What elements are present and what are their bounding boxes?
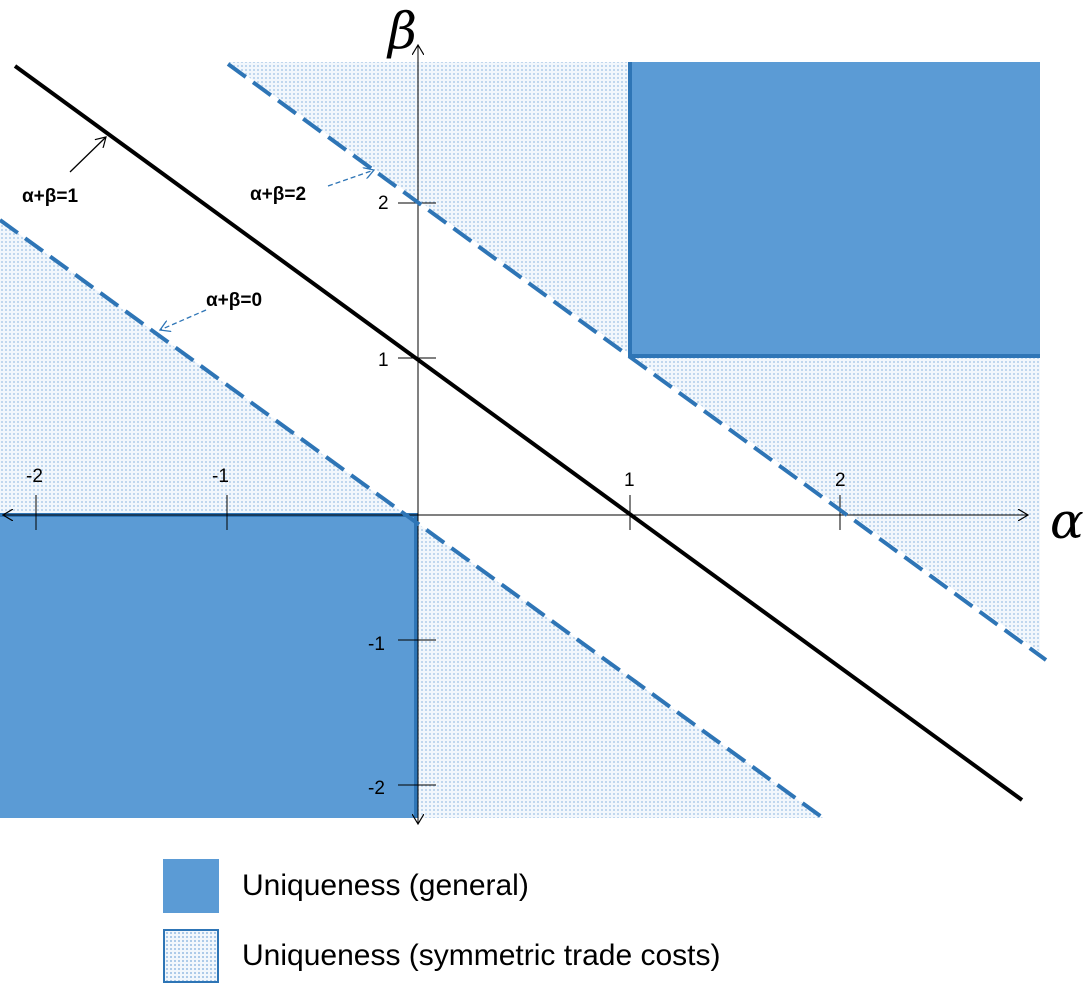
x-tick-label-neg1: -1	[212, 466, 229, 487]
label-alpha-plus-beta-0: α+β=0	[206, 290, 262, 311]
line-alpha-plus-beta-1	[13, 64, 1024, 802]
y-tick-label-neg1: -1	[368, 634, 385, 655]
x-tick-label-1: 1	[624, 470, 635, 491]
legend-label-general: Uniqueness (general)	[242, 869, 529, 902]
y-tick-label-neg2: -2	[368, 778, 385, 799]
legend-item-general: Uniqueness (general)	[163, 858, 720, 914]
legend-swatch-solid	[163, 859, 219, 913]
legend-label-symmetric: Uniqueness (symmetric trade costs)	[242, 939, 721, 972]
x-tick-label-2: 2	[835, 470, 846, 491]
solid-region-lower-left	[0, 515, 418, 818]
annotation-arrow-sum0	[160, 309, 207, 330]
annotation-arrow-sum2	[327, 170, 374, 187]
x-tick-label-neg2: -2	[26, 466, 43, 487]
legend-item-symmetric: Uniqueness (symmetric trade costs)	[163, 928, 720, 984]
y-axis-label: β	[386, 2, 417, 60]
line-alpha-plus-beta-0	[0, 218, 825, 820]
legend: Uniqueness (general) Uniqueness (symmetr…	[163, 858, 720, 998]
x-axis-label: α	[1050, 492, 1084, 550]
legend-swatch-dotted	[163, 929, 219, 983]
line-alpha-plus-beta-2	[226, 62, 1048, 662]
y-tick-label-1: 1	[378, 350, 389, 371]
uniqueness-region-diagram: -2 -1 1 2 2 1 -1 -2 α β α+β=1 α+β=2 α+β=…	[0, 2, 1084, 850]
solid-region-upper-right	[630, 62, 1040, 356]
label-alpha-plus-beta-1: α+β=1	[22, 186, 78, 207]
label-alpha-plus-beta-2: α+β=2	[250, 184, 306, 205]
y-tick-label-2: 2	[378, 193, 389, 214]
annotation-arrow-sum1	[69, 137, 106, 173]
